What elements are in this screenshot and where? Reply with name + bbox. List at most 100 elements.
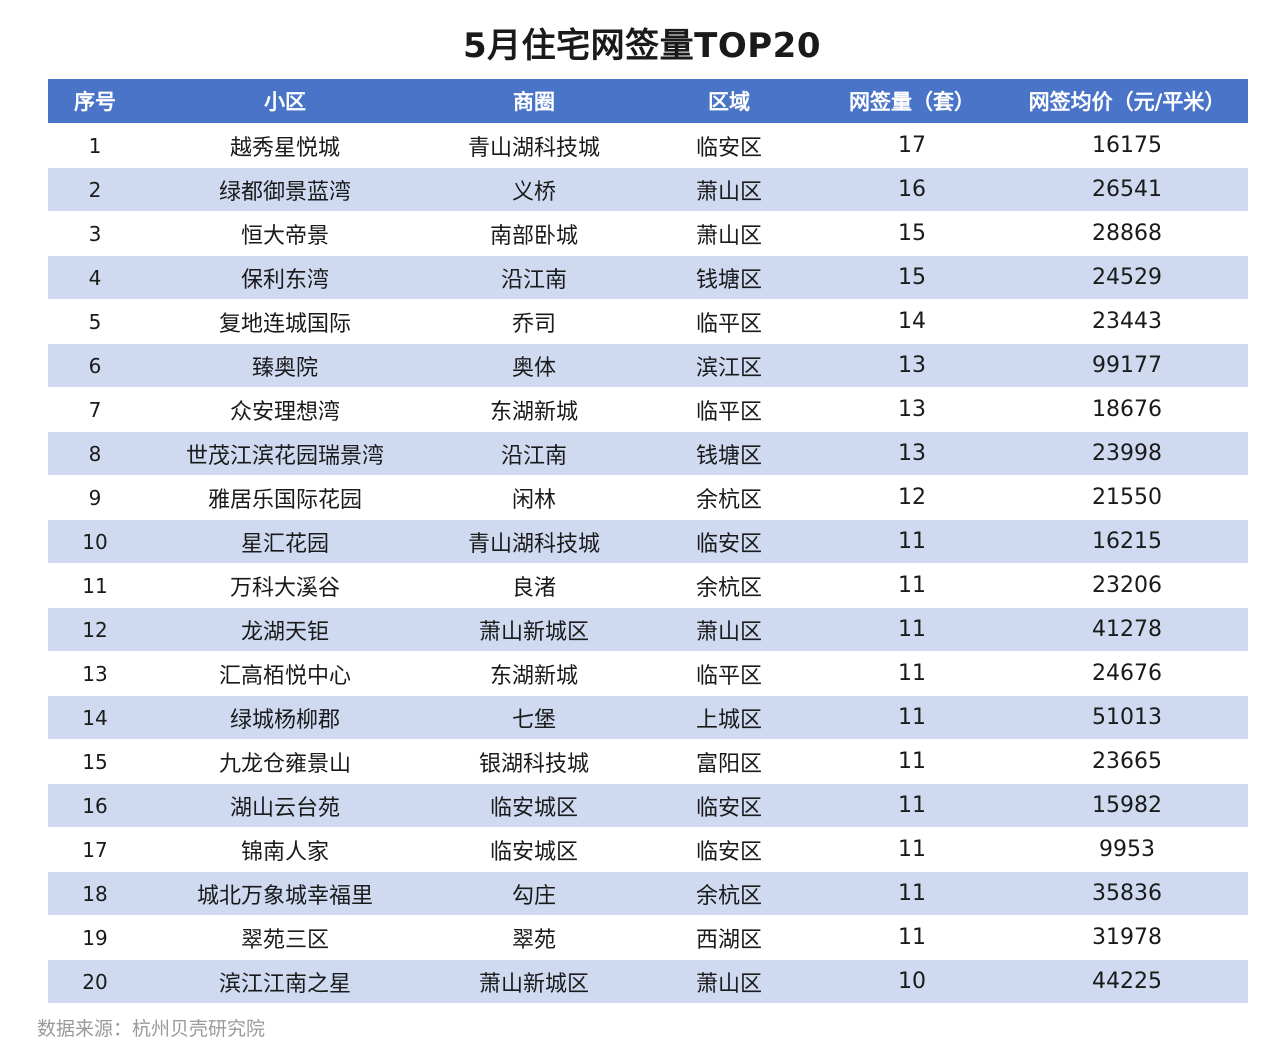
cell-community: 雅居乐国际花园 (142, 475, 428, 520)
cell-region: 余杭区 (640, 563, 818, 608)
cell-price: 9953 (1006, 827, 1248, 872)
ranking-table: 序号 小区 商圈 区域 网签量（套） 网签均价（元/平米） 1 越秀星悦城 青山湖科… (48, 79, 1248, 1003)
cell-count: 14 (818, 299, 1006, 344)
cell-community: 龙湖天钜 (142, 607, 428, 652)
cell-region: 临平区 (640, 387, 818, 432)
cell-count: 11 (818, 607, 1006, 652)
cell-business-area: 闲林 (428, 475, 640, 520)
cell-count: 15 (818, 255, 1006, 300)
cell-index: 7 (48, 387, 142, 432)
table-header-row: 序号 小区 商圈 区域 网签量（套） 网签均价（元/平米） (48, 79, 1248, 124)
cell-business-area: 青山湖科技城 (428, 519, 640, 564)
cell-region: 临安区 (640, 827, 818, 872)
cell-count: 11 (818, 739, 1006, 784)
cell-business-area: 东湖新城 (428, 651, 640, 696)
cell-index: 9 (48, 475, 142, 520)
cell-region: 临安区 (640, 123, 818, 168)
cell-count: 13 (818, 431, 1006, 476)
cell-business-area: 良渚 (428, 563, 640, 608)
header-price: 网签均价（元/平米） (1006, 79, 1248, 124)
cell-index: 3 (48, 211, 142, 256)
cell-index: 13 (48, 651, 142, 696)
cell-region: 富阳区 (640, 739, 818, 784)
cell-community: 恒大帝景 (142, 211, 428, 256)
cell-region: 上城区 (640, 695, 818, 740)
cell-community: 汇高栢悦中心 (142, 651, 428, 696)
cell-community: 湖山云台苑 (142, 783, 428, 828)
cell-community: 越秀星悦城 (142, 123, 428, 168)
cell-index: 17 (48, 827, 142, 872)
cell-count: 11 (818, 783, 1006, 828)
cell-price: 23206 (1006, 563, 1248, 608)
header-count: 网签量（套） (818, 79, 1006, 124)
cell-price: 41278 (1006, 607, 1248, 652)
cell-index: 2 (48, 167, 142, 212)
cell-community: 万科大溪谷 (142, 563, 428, 608)
cell-business-area: 沿江南 (428, 255, 640, 300)
cell-price: 23998 (1006, 431, 1248, 476)
cell-count: 16 (818, 167, 1006, 212)
cell-count: 11 (818, 871, 1006, 916)
cell-region: 萧山区 (640, 211, 818, 256)
cell-community: 绿城杨柳郡 (142, 695, 428, 740)
cell-index: 12 (48, 607, 142, 652)
cell-business-area: 萧山新城区 (428, 607, 640, 652)
cell-index: 20 (48, 959, 142, 1003)
table-row: 9 雅居乐国际花园 闲林 余杭区 12 21550 (48, 475, 1248, 520)
cell-count: 11 (818, 695, 1006, 740)
table-title: 5月住宅网签量TOP20 (463, 26, 821, 66)
cell-price: 24676 (1006, 651, 1248, 696)
cell-business-area: 义桥 (428, 167, 640, 212)
cell-count: 11 (818, 915, 1006, 960)
table-row: 14 绿城杨柳郡 七堡 上城区 11 51013 (48, 695, 1248, 740)
cell-index: 15 (48, 739, 142, 784)
table-row: 15 九龙仓雍景山 银湖科技城 富阳区 11 23665 (48, 739, 1248, 784)
cell-community: 星汇花园 (142, 519, 428, 564)
cell-business-area: 临安城区 (428, 783, 640, 828)
cell-region: 临安区 (640, 783, 818, 828)
cell-business-area: 奥体 (428, 343, 640, 388)
table-row: 17 锦南人家 临安城区 临安区 11 9953 (48, 827, 1248, 872)
cell-community: 翠苑三区 (142, 915, 428, 960)
cell-count: 10 (818, 959, 1006, 1003)
cell-index: 6 (48, 343, 142, 388)
cell-count: 11 (818, 563, 1006, 608)
header-community: 小区 (142, 79, 428, 124)
table-row: 8 世茂江滨花园瑞景湾 沿江南 钱塘区 13 23998 (48, 431, 1248, 476)
cell-index: 4 (48, 255, 142, 300)
cell-business-area: 东湖新城 (428, 387, 640, 432)
table-row: 12 龙湖天钜 萧山新城区 萧山区 11 41278 (48, 607, 1248, 652)
cell-count: 11 (818, 651, 1006, 696)
cell-price: 15982 (1006, 783, 1248, 828)
table-row: 1 越秀星悦城 青山湖科技城 临安区 17 16175 (48, 123, 1248, 168)
cell-business-area: 青山湖科技城 (428, 123, 640, 168)
cell-business-area: 沿江南 (428, 431, 640, 476)
table-row: 18 城北万象城幸福里 勾庄 余杭区 11 35836 (48, 871, 1248, 916)
cell-region: 余杭区 (640, 871, 818, 916)
cell-price: 26541 (1006, 167, 1248, 212)
cell-index: 5 (48, 299, 142, 344)
cell-business-area: 银湖科技城 (428, 739, 640, 784)
table-row: 16 湖山云台苑 临安城区 临安区 11 15982 (48, 783, 1248, 828)
cell-price: 16175 (1006, 123, 1248, 168)
table-row: 5 复地连城国际 乔司 临平区 14 23443 (48, 299, 1248, 344)
cell-region: 钱塘区 (640, 431, 818, 476)
cell-price: 18676 (1006, 387, 1248, 432)
table-row: 7 众安理想湾 东湖新城 临平区 13 18676 (48, 387, 1248, 432)
table-row: 11 万科大溪谷 良渚 余杭区 11 23206 (48, 563, 1248, 608)
cell-community: 绿都御景蓝湾 (142, 167, 428, 212)
cell-price: 99177 (1006, 343, 1248, 388)
cell-index: 14 (48, 695, 142, 740)
table-row: 3 恒大帝景 南部卧城 萧山区 15 28868 (48, 211, 1248, 256)
table-row: 4 保利东湾 沿江南 钱塘区 15 24529 (48, 255, 1248, 300)
cell-community: 保利东湾 (142, 255, 428, 300)
cell-price: 24529 (1006, 255, 1248, 300)
cell-region: 萧山区 (640, 959, 818, 1003)
cell-region: 滨江区 (640, 343, 818, 388)
table-row: 13 汇高栢悦中心 东湖新城 临平区 11 24676 (48, 651, 1248, 696)
cell-community: 滨江江南之星 (142, 959, 428, 1003)
header-business-area: 商圈 (428, 79, 640, 124)
table-row: 6 臻奥院 奥体 滨江区 13 99177 (48, 343, 1248, 388)
cell-price: 21550 (1006, 475, 1248, 520)
cell-price: 23443 (1006, 299, 1248, 344)
